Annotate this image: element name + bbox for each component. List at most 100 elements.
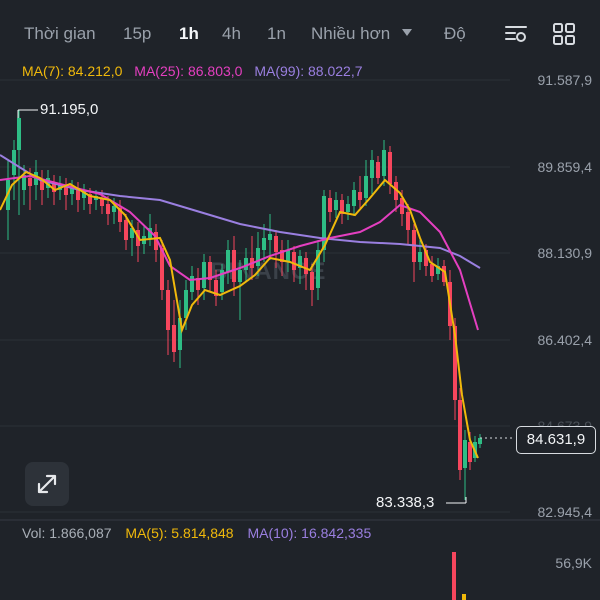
candle-body [310, 272, 314, 290]
candle-body [286, 250, 290, 262]
candle-body [292, 252, 296, 270]
candle-body [468, 442, 472, 462]
candle-body [268, 234, 272, 240]
candle-body [184, 290, 188, 318]
ma99-label: MA(99): 88.022,7 [254, 63, 363, 79]
candle-body [100, 198, 104, 206]
tab-1d[interactable]: 1n [267, 24, 286, 43]
candle-body [76, 190, 80, 200]
volume-ma5-label: MA(5): 5.814,848 [125, 525, 234, 541]
volume-legend: Vol: 1.866,087 MA(5): 5.814,848 MA(10): … [22, 525, 381, 541]
candle-body [406, 212, 410, 230]
candle-body [112, 206, 116, 212]
candle-body [196, 278, 200, 290]
candle-body [208, 262, 212, 280]
candle-body [316, 250, 320, 288]
tab-depth[interactable]: Độ [444, 24, 466, 43]
candle-body [376, 162, 380, 178]
moving-average-legend: MA(7): 84.212,0 MA(25): 86.803,0 MA(99):… [22, 63, 371, 79]
candle-body [172, 325, 176, 352]
candle-body [304, 258, 308, 274]
current-price-label: 84.631,9 [516, 426, 596, 454]
candle-body [358, 192, 362, 200]
candle-body [166, 290, 170, 330]
candle-body [442, 266, 446, 282]
candle-body [12, 150, 16, 175]
timeframe-toolbar: Thời gian 15p 1h 4h 1n Nhiều hơn Độ [0, 0, 600, 68]
candle-body [220, 270, 224, 292]
candle-body [364, 176, 368, 198]
price-tick: 82.945,4 [537, 504, 593, 520]
volume-bars [452, 552, 466, 600]
candle-body [40, 180, 44, 190]
candle-body [346, 204, 350, 212]
candle-body [148, 228, 152, 238]
candle-body [322, 196, 326, 250]
candle-body [124, 220, 128, 240]
candle-body [382, 150, 386, 176]
candle-body [226, 250, 230, 272]
candle-body [160, 248, 164, 290]
candle-body [436, 266, 440, 274]
candlestick-series [6, 110, 482, 500]
ma25-label: MA(25): 86.803,0 [134, 63, 243, 79]
chevron-down-icon [402, 29, 412, 36]
ma25-line [0, 174, 479, 331]
candle-body [352, 190, 356, 206]
candle-body [256, 248, 260, 266]
ma7-line [0, 170, 479, 459]
candle-body [274, 236, 278, 252]
candle-body [154, 232, 158, 250]
high-price-label: 91.195,0 [40, 101, 99, 118]
low-price-label: 83.338,3 [376, 494, 435, 511]
volume-label: Vol: 1.866,087 [22, 525, 112, 541]
candle-body [190, 276, 194, 292]
candle-body [70, 188, 74, 194]
volume-axis-tick: 56,9K [555, 555, 592, 571]
candle-body [458, 400, 462, 470]
candle-body [214, 280, 218, 296]
candle-body [202, 262, 206, 288]
price-tick: 91.587,9 [537, 72, 593, 88]
ma7-label: MA(7): 84.212,0 [22, 63, 123, 79]
candle-body [424, 250, 428, 266]
candle-body [340, 200, 344, 214]
tab-1h[interactable]: 1h [179, 24, 199, 43]
tab-4h[interactable]: 4h [222, 24, 241, 43]
candle-body [130, 228, 134, 238]
candle-body [334, 200, 338, 210]
tab-more[interactable]: Nhiều hơn [311, 24, 391, 43]
candle-body [82, 190, 86, 198]
expand-arrows-icon [37, 474, 57, 494]
candle-body [52, 182, 56, 192]
price-tick: 86.402,4 [537, 332, 593, 348]
candle-body [394, 182, 398, 200]
candle-body [328, 198, 332, 212]
candle-body [298, 256, 302, 268]
candle-body [430, 264, 434, 276]
candle-body [388, 152, 392, 184]
chart-settings-icon[interactable] [503, 21, 529, 47]
tab-time[interactable]: Thời gian [24, 24, 96, 43]
candle-body [418, 252, 422, 262]
candle-body [22, 175, 26, 190]
candle-body [478, 438, 482, 444]
price-tick: 88.130,9 [537, 245, 593, 261]
candle-body [453, 326, 457, 400]
tab-15m[interactable]: 15p [123, 24, 152, 43]
candle-body [178, 318, 182, 350]
candle-body [118, 208, 122, 222]
expand-button[interactable] [25, 462, 69, 506]
candle-body [106, 204, 110, 214]
candle-body [244, 258, 248, 270]
candle-body [64, 186, 68, 195]
candle-body [232, 250, 236, 282]
candle-body [280, 250, 284, 262]
grid-layout-icon[interactable] [551, 21, 577, 47]
candle-body [463, 440, 467, 468]
candle-body [88, 194, 92, 204]
candle-body [238, 270, 242, 282]
candle-body [262, 238, 266, 250]
candle-body [370, 160, 374, 178]
